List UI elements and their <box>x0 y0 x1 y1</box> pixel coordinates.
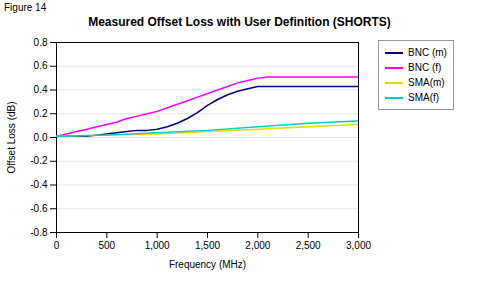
svg-text:0.2: 0.2 <box>34 108 48 119</box>
svg-text:Frequency (MHz): Frequency (MHz) <box>169 259 246 270</box>
svg-text:2,000: 2,000 <box>245 240 270 251</box>
html-text:Figure 14: Figure 14 <box>4 2 47 13</box>
svg-text:0.4: 0.4 <box>34 84 48 95</box>
html-text:BNC (f): BNC (f) <box>408 62 442 73</box>
svg-text:500: 500 <box>98 240 115 251</box>
svg-text:Offset Loss (dB): Offset Loss (dB) <box>6 101 17 173</box>
svg-text:0.0: 0.0 <box>34 132 48 143</box>
html-text:Measured Offset Loss with User: Measured Offset Loss with User Definitio… <box>88 15 391 29</box>
svg-text:1,000: 1,000 <box>145 240 170 251</box>
svg-text:0.8: 0.8 <box>34 37 48 48</box>
svg-text:-0.4: -0.4 <box>30 179 48 190</box>
svg-text:0: 0 <box>54 240 60 251</box>
svg-text:3,000: 3,000 <box>346 240 371 251</box>
svg-text:2,500: 2,500 <box>296 240 321 251</box>
html-text:SMA(m): SMA(m) <box>408 77 445 88</box>
html-text:BNC (m): BNC (m) <box>408 47 447 58</box>
svg-text:-0.6: -0.6 <box>30 203 48 214</box>
svg-text:-0.2: -0.2 <box>30 155 48 166</box>
svg-text:0.6: 0.6 <box>34 60 48 71</box>
svg-text:-0.8: -0.8 <box>30 227 48 238</box>
html-text:SMA(f): SMA(f) <box>408 92 440 103</box>
svg-text:1,500: 1,500 <box>195 240 220 251</box>
